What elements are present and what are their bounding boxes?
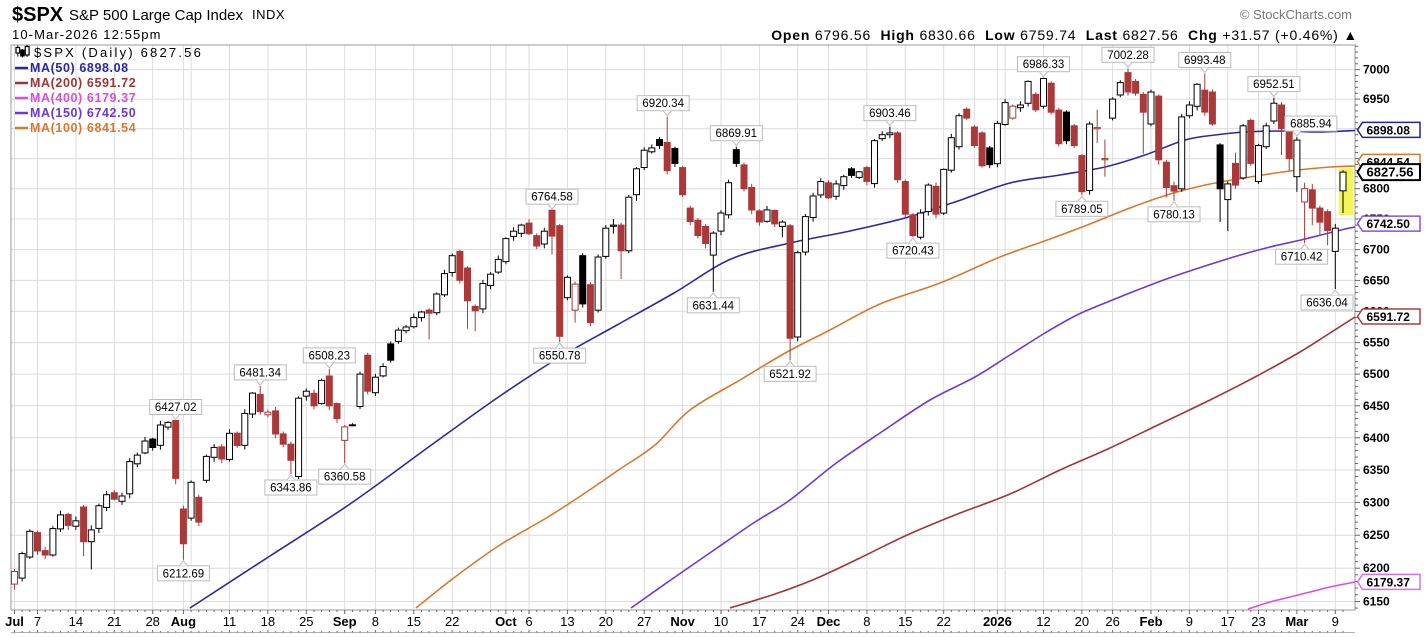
svg-text:15: 15 [407, 614, 421, 629]
svg-text:6: 6 [525, 614, 532, 629]
svg-text:Jul: Jul [5, 614, 24, 629]
svg-text:2026: 2026 [983, 614, 1012, 629]
svg-text:22: 22 [936, 614, 950, 629]
svg-text:6631.44: 6631.44 [693, 300, 735, 312]
svg-text:INDX: INDX [252, 7, 285, 22]
svg-text:6898.08: 6898.08 [1367, 123, 1411, 137]
svg-text:6500: 6500 [1363, 367, 1390, 381]
svg-text:6450: 6450 [1363, 399, 1390, 413]
svg-text:17: 17 [1221, 614, 1235, 629]
svg-text:6400: 6400 [1363, 431, 1390, 445]
svg-text:MA(150) 6742.50: MA(150) 6742.50 [30, 106, 136, 120]
svg-text:6150: 6150 [1363, 595, 1390, 609]
svg-text:6885.94: 6885.94 [1290, 119, 1332, 131]
svg-text:6986.33: 6986.33 [1023, 59, 1065, 71]
svg-text:6827.56: 6827.56 [1367, 165, 1414, 180]
svg-text:8: 8 [372, 614, 379, 629]
svg-text:Mar: Mar [1285, 614, 1308, 629]
svg-text:17: 17 [752, 614, 766, 629]
svg-text:6360.58: 6360.58 [324, 472, 366, 484]
svg-text:27: 27 [637, 614, 651, 629]
svg-text:10: 10 [714, 614, 728, 629]
svg-text:15: 15 [898, 614, 912, 629]
svg-text:9: 9 [1332, 614, 1339, 629]
svg-text:6343.86: 6343.86 [270, 483, 312, 495]
svg-text:10-Mar-2026 12:55pm: 10-Mar-2026 12:55pm [12, 27, 162, 42]
svg-text:6869.91: 6869.91 [716, 128, 758, 140]
svg-text:6550: 6550 [1363, 336, 1390, 350]
svg-text:6800: 6800 [1363, 182, 1390, 196]
svg-text:20: 20 [599, 614, 613, 629]
svg-text:6550.78: 6550.78 [539, 351, 581, 363]
svg-text:Dec: Dec [817, 614, 841, 629]
svg-text:Open 6796.56 High 6830.66 Lo: Open 6796.56 High 6830.66 Low 6759.74 La… [771, 27, 1358, 43]
svg-text:6920.34: 6920.34 [642, 98, 684, 110]
svg-text:6179.37: 6179.37 [1367, 575, 1411, 589]
svg-text:12: 12 [1036, 614, 1050, 629]
svg-text:6710.42: 6710.42 [1281, 252, 1323, 264]
svg-text:MA(50) 6898.08: MA(50) 6898.08 [30, 61, 129, 75]
svg-text:6250: 6250 [1363, 528, 1390, 542]
svg-text:MA(100) 6841.54: MA(100) 6841.54 [30, 121, 136, 135]
svg-text:7000: 7000 [1363, 63, 1390, 77]
svg-text:6521.92: 6521.92 [769, 369, 811, 381]
svg-text:21: 21 [107, 614, 121, 629]
svg-text:Sep: Sep [333, 614, 357, 629]
svg-text:6200: 6200 [1363, 561, 1390, 575]
svg-text:MA(200) 6591.72: MA(200) 6591.72 [30, 76, 136, 90]
svg-text:13: 13 [560, 614, 574, 629]
svg-text:24: 24 [790, 614, 804, 629]
svg-text:6952.51: 6952.51 [1253, 79, 1295, 91]
svg-text:28: 28 [145, 614, 159, 629]
svg-text:6742.50: 6742.50 [1367, 217, 1411, 231]
svg-text:6481.34: 6481.34 [239, 367, 281, 379]
svg-text:6700: 6700 [1363, 243, 1390, 257]
svg-text:$SPX (Daily) 6827.56: $SPX (Daily) 6827.56 [34, 45, 203, 60]
svg-text:6591.72: 6591.72 [1367, 310, 1411, 324]
svg-text:Oct: Oct [495, 614, 517, 629]
svg-text:7002.28: 7002.28 [1107, 50, 1149, 62]
svg-text:22: 22 [445, 614, 459, 629]
svg-text:14: 14 [69, 614, 83, 629]
svg-text:6764.58: 6764.58 [531, 192, 573, 204]
svg-text:6950: 6950 [1363, 92, 1390, 106]
svg-text:23: 23 [1251, 614, 1265, 629]
svg-text:6720.43: 6720.43 [892, 246, 934, 258]
svg-text:9: 9 [1186, 614, 1193, 629]
svg-text:6780.13: 6780.13 [1153, 209, 1195, 221]
svg-text:6212.69: 6212.69 [163, 568, 205, 580]
svg-text:MA(400) 6179.37: MA(400) 6179.37 [30, 91, 136, 105]
svg-text:6993.48: 6993.48 [1184, 55, 1226, 67]
svg-text:6903.46: 6903.46 [869, 108, 911, 120]
svg-text:6650: 6650 [1363, 273, 1390, 287]
svg-text:6427.02: 6427.02 [155, 402, 197, 414]
svg-text:11: 11 [223, 614, 237, 629]
svg-text:25: 25 [299, 614, 313, 629]
svg-text:6636.04: 6636.04 [1306, 298, 1348, 310]
svg-text:6508.23: 6508.23 [309, 350, 351, 362]
svg-text:Aug: Aug [171, 614, 196, 629]
svg-text:S&P 500 Large Cap Index: S&P 500 Large Cap Index [69, 7, 244, 24]
svg-text:7: 7 [34, 614, 41, 629]
svg-text:8: 8 [863, 614, 870, 629]
svg-text:26: 26 [1105, 614, 1119, 629]
svg-text:6350: 6350 [1363, 463, 1390, 477]
svg-text:Feb: Feb [1139, 614, 1162, 629]
svg-text:6789.05: 6789.05 [1061, 204, 1103, 216]
svg-text:© StockCharts.com: © StockCharts.com [1240, 7, 1352, 22]
svg-text:20: 20 [1075, 614, 1089, 629]
svg-text:Nov: Nov [670, 614, 695, 629]
svg-text:6300: 6300 [1363, 496, 1390, 510]
svg-text:18: 18 [261, 614, 275, 629]
svg-text:$SPX: $SPX [12, 4, 64, 26]
